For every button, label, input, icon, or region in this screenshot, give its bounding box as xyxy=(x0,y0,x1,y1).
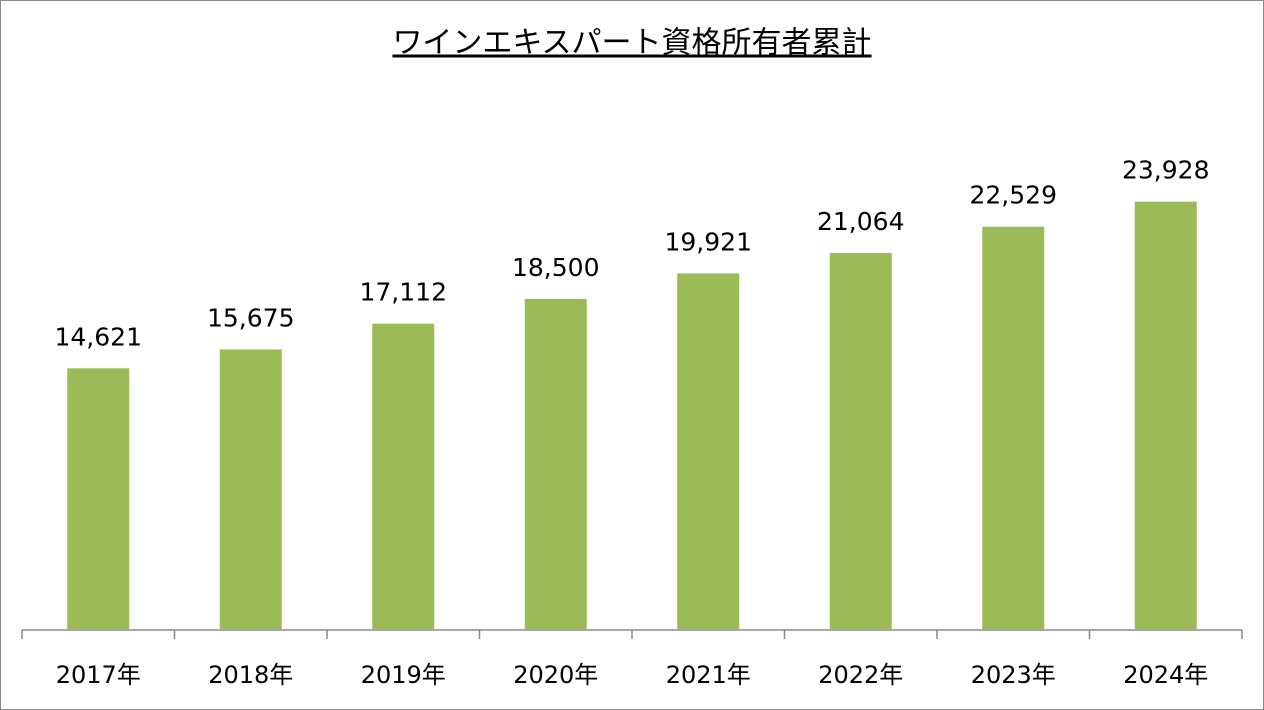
bar xyxy=(67,368,130,630)
bar xyxy=(524,298,587,630)
value-label: 18,500 xyxy=(512,253,599,282)
x-tick-label: 2020年 xyxy=(513,661,598,689)
value-label: 23,928 xyxy=(1122,156,1209,185)
x-tick-label: 2023年 xyxy=(971,661,1056,689)
value-label: 15,675 xyxy=(207,303,294,332)
bar xyxy=(372,323,435,630)
x-tick-label: 2022年 xyxy=(818,661,903,689)
bar xyxy=(677,273,740,630)
value-label: 21,064 xyxy=(817,207,904,236)
bar xyxy=(219,349,282,630)
x-tick-label: 2019年 xyxy=(361,661,446,689)
x-tick-label: 2018年 xyxy=(208,661,293,689)
x-tick-label: 2024年 xyxy=(1123,661,1208,689)
value-label: 14,621 xyxy=(55,322,142,351)
chart-title: ワインエキスパート資格所有者累計 xyxy=(392,26,871,61)
x-tick-label: 2017年 xyxy=(56,661,141,689)
bar xyxy=(982,226,1045,630)
x-tick-label: 2021年 xyxy=(666,661,751,689)
value-label: 22,529 xyxy=(970,181,1057,210)
bar xyxy=(829,252,892,630)
value-label: 19,921 xyxy=(665,227,752,256)
value-label: 17,112 xyxy=(360,278,447,307)
bar xyxy=(1134,201,1197,631)
